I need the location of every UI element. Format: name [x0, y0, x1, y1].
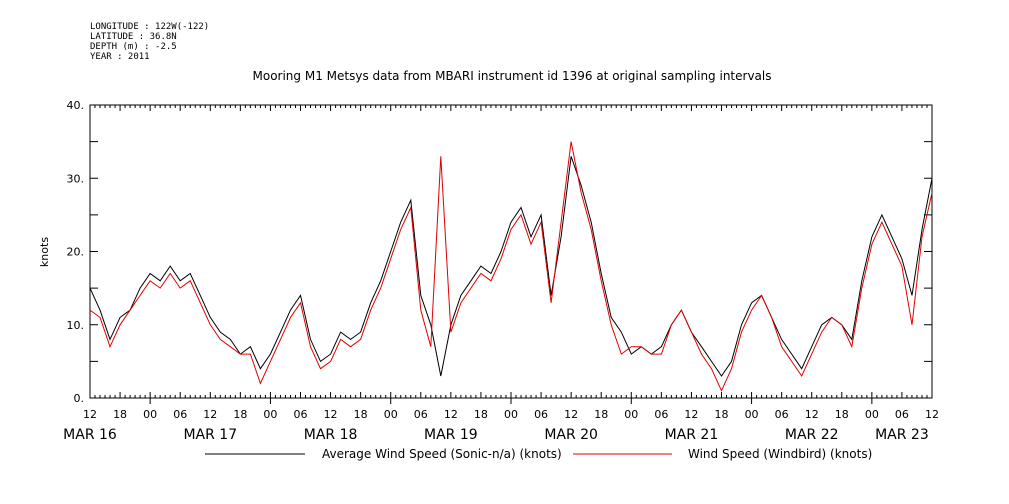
- axis-ticks: [89, 104, 933, 404]
- x-hour-label: 00: [504, 408, 518, 421]
- x-hour-label: 12: [805, 408, 819, 421]
- x-hour-label: 00: [143, 408, 157, 421]
- x-hour-label: 06: [775, 408, 789, 421]
- x-hour-label: 12: [564, 408, 578, 421]
- series-layer: [89, 141, 933, 392]
- x-hour-label: 06: [294, 408, 308, 421]
- x-hour-label: 06: [895, 408, 909, 421]
- y-tick-label: 0.: [74, 392, 85, 405]
- x-hour-label: 18: [594, 408, 608, 421]
- x-hour-label: 18: [835, 408, 849, 421]
- x-hour-label: 12: [444, 408, 458, 421]
- x-hour-label: 12: [203, 408, 217, 421]
- year-label: YEAR : 2011: [90, 52, 150, 62]
- x-hour-label: 00: [624, 408, 638, 421]
- x-hour-label: 12: [324, 408, 338, 421]
- chart-title: Mooring M1 Metsys data from MBARI instru…: [253, 69, 772, 83]
- legend-label-average: Average Wind Speed (Sonic-n/a) (knots): [322, 447, 562, 461]
- x-hour-label: 18: [354, 408, 368, 421]
- x-date-label: MAR 18: [304, 427, 358, 443]
- x-hour-label: 12: [83, 408, 97, 421]
- x-hour-label: 00: [745, 408, 759, 421]
- x-hour-label: 18: [233, 408, 247, 421]
- x-hour-label: 00: [263, 408, 277, 421]
- x-date-label: MAR 16: [63, 427, 117, 443]
- legend-label-windbird: Wind Speed (Windbird) (knots): [688, 447, 872, 461]
- x-date-label: MAR 22: [785, 427, 839, 443]
- x-hour-label: 18: [113, 408, 127, 421]
- x-hour-label: 00: [384, 408, 398, 421]
- longitude-label: LONGITUDE : 122W(-122): [90, 22, 209, 32]
- legend: Average Wind Speed (Sonic-n/a) (knots) W…: [205, 447, 872, 461]
- series-line-average-wind: [89, 156, 933, 377]
- x-date-label: MAR 20: [544, 427, 598, 443]
- plot-frame: [89, 104, 933, 399]
- depth-label: DEPTH (m) : -2.5: [90, 42, 177, 52]
- x-hour-label: 12: [684, 408, 698, 421]
- x-date-label: MAR 17: [183, 427, 237, 443]
- x-date-label: MAR 23: [875, 427, 929, 443]
- y-tick-label: 10.: [67, 319, 85, 332]
- x-date-label: MAR 21: [665, 427, 719, 443]
- x-hour-label: 06: [173, 408, 187, 421]
- x-hour-label: 18: [715, 408, 729, 421]
- latitude-label: LATITUDE : 36.8N: [90, 32, 177, 42]
- series-line-windbird: [89, 141, 933, 392]
- y-tick-label: 20.: [67, 246, 85, 259]
- axis-labels: 0. 10. 20. 30. 40. 12 18 00 06 12 18 00 06 12 18 00 06 12…: [63, 99, 939, 443]
- x-hour-label: 12: [925, 408, 939, 421]
- y-tick-label: 30.: [67, 172, 85, 185]
- x-hour-label: 06: [414, 408, 428, 421]
- x-date-label: MAR 19: [424, 427, 478, 443]
- x-hour-label: 00: [865, 408, 879, 421]
- x-hour-label: 06: [534, 408, 548, 421]
- y-axis-label: knots: [38, 237, 51, 267]
- y-tick-label: 40.: [67, 99, 85, 112]
- x-hour-label: 06: [654, 408, 668, 421]
- x-hour-label: 18: [474, 408, 488, 421]
